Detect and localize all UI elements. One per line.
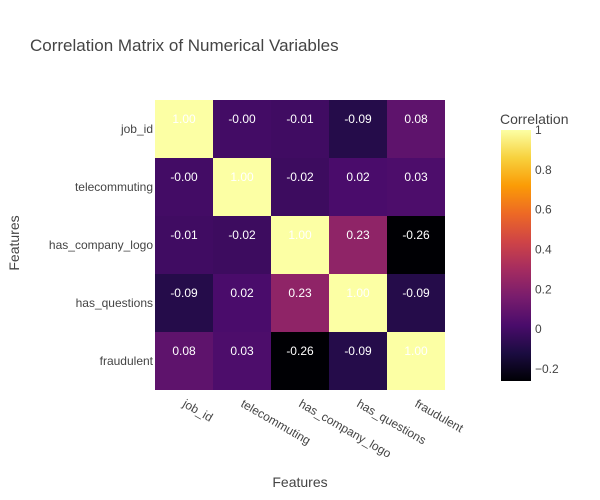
x-tick-label: job_id: [180, 396, 216, 425]
cell-value-label: -0.00: [170, 170, 198, 184]
y-tick-label: fraudulent: [100, 354, 154, 368]
colorbar-gradient: [501, 130, 531, 381]
heatmap-cell: [271, 216, 329, 274]
cell-value-label: -0.26: [402, 228, 430, 242]
heatmap-cell: [387, 274, 445, 332]
y-tick-label: has_company_logo: [49, 238, 153, 252]
colorbar-tick-label: 0.4: [535, 243, 552, 257]
heatmap-cell: [329, 332, 387, 390]
colorbar-tick-label: 1: [535, 123, 542, 137]
cell-value-label: -0.00: [228, 112, 256, 126]
cell-value-label: 1.00: [230, 170, 254, 184]
heatmap-cell: [271, 332, 329, 390]
heatmap-cell: [329, 158, 387, 216]
heatmap-cell: [271, 158, 329, 216]
heatmap-cell: [387, 332, 445, 390]
y-axis-title: Features: [6, 215, 22, 270]
heatmap-cell: [155, 216, 213, 274]
heatmap-cell: [155, 158, 213, 216]
heatmap-cell: [387, 100, 445, 158]
heatmap-cell: [213, 100, 271, 158]
colorbar-ticks: −0.2 0 0.2 0.4 0.6 0.8 1: [535, 123, 559, 376]
colorbar-tick-label: 0.6: [535, 203, 552, 217]
heatmap-cell: [213, 332, 271, 390]
cell-value-label: 1.00: [172, 112, 196, 126]
cell-value-label: 0.02: [346, 170, 370, 184]
cell-value-label: -0.09: [402, 286, 430, 300]
heatmap-cell: [387, 216, 445, 274]
cell-value-label: -0.02: [286, 170, 314, 184]
cell-value-label: -0.09: [344, 112, 372, 126]
heatmap-cell: [329, 274, 387, 332]
colorbar-title: Correlation: [500, 111, 568, 127]
cell-value-label: 1.00: [288, 228, 312, 242]
cell-value-label: 1.00: [404, 344, 428, 358]
colorbar-tick-label: 0.8: [535, 163, 552, 177]
chart-title: Correlation Matrix of Numerical Variable…: [30, 36, 339, 55]
heatmap-cell: [213, 158, 271, 216]
heatmap-cells: [155, 100, 445, 390]
x-axis-ticks: job_id telecommutinghas_company_logohas_q…: [180, 396, 467, 461]
colorbar-tick-label: 0.2: [535, 282, 552, 296]
cell-value-label: -0.26: [286, 344, 314, 358]
colorbar-tick-label: −0.2: [535, 362, 559, 376]
y-tick-label: telecommuting: [75, 180, 153, 194]
heatmap-cell: [387, 158, 445, 216]
x-axis-title: Features: [272, 474, 327, 490]
heatmap-cell-labels: 1.00 -0.00 -0.01 -0.09 0.08 -0.00 1.00 -0.02 0.0…: [170, 112, 430, 358]
cell-value-label: -0.09: [344, 344, 372, 358]
heatmap-cell: [155, 332, 213, 390]
cell-value-label: 0.23: [346, 228, 370, 242]
cell-value-label: 0.08: [404, 112, 428, 126]
colorbar-tick-label: 0: [535, 322, 542, 336]
cell-value-label: -0.02: [228, 228, 256, 242]
heatmap-cell: [271, 100, 329, 158]
cell-value-label: 1.00: [346, 286, 370, 300]
cell-value-label: -0.09: [170, 286, 198, 300]
heatmap-cell: [213, 274, 271, 332]
cell-value-label: -0.01: [286, 112, 314, 126]
cell-value-label: -0.01: [170, 228, 198, 242]
y-tick-label: job_id: [120, 122, 153, 136]
heatmap-cell: [329, 100, 387, 158]
heatmap-cell: [155, 100, 213, 158]
y-tick-label: has_questions: [76, 296, 153, 310]
cell-value-label: 0.23: [288, 286, 312, 300]
cell-value-label: 0.03: [230, 344, 254, 358]
cell-value-label: 0.03: [404, 170, 428, 184]
heatmap-cell: [213, 216, 271, 274]
heatmap-cell: [271, 274, 329, 332]
cell-value-label: 0.02: [230, 286, 254, 300]
y-axis-ticks: job_id telecommuting has_company_logo has_q…: [49, 122, 154, 368]
cell-value-label: 0.08: [172, 344, 196, 358]
heatmap-cell: [329, 216, 387, 274]
heatmap-cell: [155, 274, 213, 332]
